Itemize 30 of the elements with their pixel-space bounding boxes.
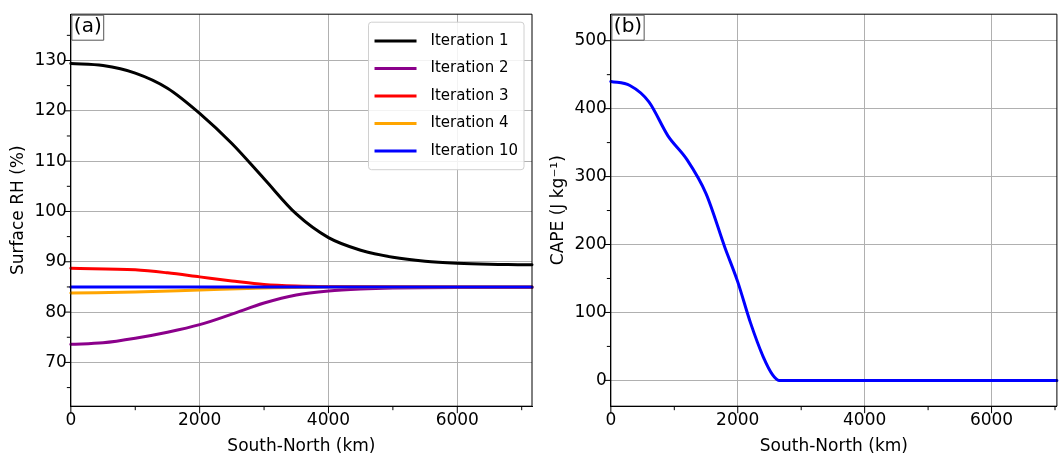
chart-title: (a) xyxy=(73,13,102,38)
y-tick-label: 100 xyxy=(34,199,67,220)
y-axis-title: CAPE (J kg⁻¹) xyxy=(546,155,567,266)
x-tick-label: 4000 xyxy=(843,408,887,429)
x-tick-label: 6000 xyxy=(435,408,479,429)
legend-label: Iteration 4 xyxy=(430,113,509,132)
y-tick-label: 500 xyxy=(574,29,607,50)
chart-title: (b) xyxy=(613,13,643,38)
x-tick-label: 4000 xyxy=(306,408,351,429)
y-tick-label: 110 xyxy=(34,149,67,170)
y-tick-label: 80 xyxy=(45,300,67,321)
y-tick-label: 120 xyxy=(34,99,67,120)
legend-label: Iteration 10 xyxy=(430,140,518,159)
x-axis-title: South-North (km) xyxy=(759,435,908,456)
legend-label: Iteration 2 xyxy=(430,58,509,77)
y-tick-label: 70 xyxy=(45,350,67,371)
y-tick-label: 400 xyxy=(574,97,607,118)
x-tick-label: 6000 xyxy=(969,408,1014,429)
y-tick-label: 200 xyxy=(574,232,607,253)
y-tick-label: 0 xyxy=(596,368,607,389)
y-tick-label: 90 xyxy=(45,250,67,271)
x-tick-label: 2000 xyxy=(716,408,760,429)
legend-label: Iteration 1 xyxy=(430,30,509,49)
legend-label: Iteration 3 xyxy=(430,85,509,104)
x-axis-title: South-North (km) xyxy=(227,435,376,456)
y-tick-label: 300 xyxy=(574,164,607,185)
y-tick-label: 100 xyxy=(574,300,607,321)
x-tick-label: 2000 xyxy=(178,408,222,429)
y-tick-label: 130 xyxy=(34,48,67,69)
y-axis-title: Surface RH (%) xyxy=(6,145,27,275)
